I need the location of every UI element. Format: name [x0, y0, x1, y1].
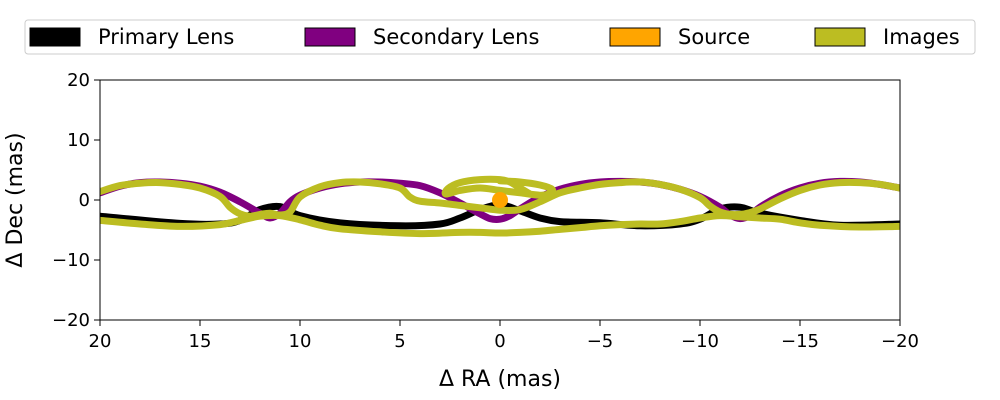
x-tick-label: 10	[289, 331, 312, 352]
legend-swatch-images	[814, 27, 866, 47]
images-curve-2	[100, 178, 900, 220]
images-curve-3	[100, 211, 900, 238]
y-tick-label: 20	[67, 70, 90, 91]
x-tick-label: −15	[781, 331, 819, 352]
legend-swatch-secondary-lens	[304, 27, 356, 47]
x-tick-label: 5	[394, 331, 405, 352]
legend: Primary Lens Secondary Lens Source Images	[24, 19, 976, 55]
legend-label-images: Images	[883, 25, 960, 49]
y-tick-label: −20	[52, 310, 90, 331]
y-axis-label: Δ Dec (mas)	[3, 132, 28, 267]
x-tick-label: 20	[89, 331, 112, 352]
x-tick-label: 0	[494, 331, 505, 352]
chart-curves	[100, 175, 900, 238]
x-tick-label: 15	[189, 331, 212, 352]
x-tick-label: −5	[587, 331, 614, 352]
legend-box	[24, 19, 976, 55]
legend-swatch-source	[609, 27, 661, 47]
legend-label-primary-lens: Primary Lens	[98, 25, 234, 49]
x-tick-label: −20	[881, 331, 919, 352]
y-tick-label: 10	[67, 130, 90, 151]
legend-label-secondary-lens: Secondary Lens	[373, 25, 539, 49]
legend-label-source: Source	[678, 25, 750, 49]
y-tick-label: 0	[79, 190, 90, 211]
x-tick-label: −10	[681, 331, 719, 352]
source-point	[492, 192, 508, 208]
y-tick-label: −10	[52, 250, 90, 271]
x-axis-label: Δ RA (mas)	[439, 367, 561, 392]
legend-swatch-primary-lens	[29, 27, 81, 47]
images-curve-4	[441, 175, 557, 199]
